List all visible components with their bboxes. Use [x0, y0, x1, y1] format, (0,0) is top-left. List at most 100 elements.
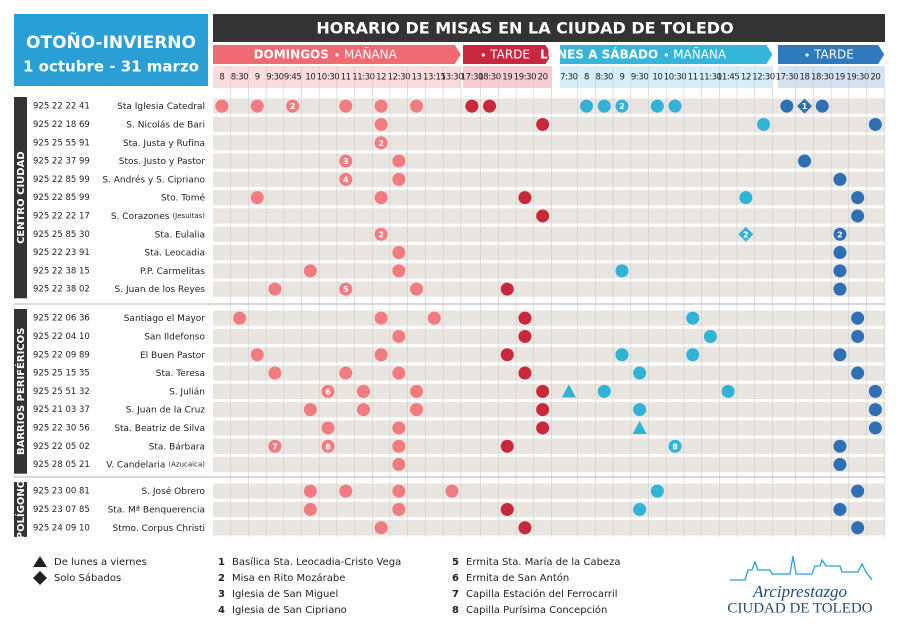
time-label: 19:30 — [846, 73, 869, 83]
mass-circle — [321, 421, 335, 435]
row-band — [213, 310, 885, 326]
church-name-text: S. José Obrero — [141, 486, 205, 497]
phone: 925 23 00 81 — [33, 487, 90, 497]
church-name-text: San Ildefonso — [144, 332, 205, 342]
group-header — [778, 45, 885, 64]
time-label: 19:30 — [514, 73, 537, 83]
main-title: HORARIO DE MISAS EN LA CIUDAD DE TOLEDO — [316, 19, 733, 38]
church-name-detail: (Azucaica) — [168, 461, 205, 469]
section-label: POLÍGONO — [14, 480, 27, 540]
mass-circle — [410, 282, 424, 296]
mass-note: 2 — [378, 230, 384, 239]
time-label: 12 — [376, 73, 386, 83]
church-name: Sta. Leocadia — [144, 248, 205, 258]
mass-circle — [410, 403, 424, 417]
church-name-text: Sta. Teresa — [156, 369, 205, 379]
legend-label: Solo Sábados — [54, 572, 121, 584]
time-label: 8:30 — [596, 73, 614, 83]
time-label: 11:45 — [717, 73, 740, 83]
mass-circle — [303, 403, 317, 417]
phone: 925 25 55 91 — [33, 138, 90, 148]
row-band — [213, 328, 885, 345]
mass-circle — [833, 246, 847, 260]
group-header — [463, 45, 552, 64]
group-period: TARDE — [489, 48, 530, 62]
mass-circle — [739, 191, 753, 205]
time-label: 12 — [741, 73, 751, 83]
mass-circle — [392, 366, 406, 380]
mass-circle — [757, 117, 771, 131]
mass-circle — [780, 99, 794, 113]
church-name: Sta. Eulalia — [155, 230, 205, 240]
note-number: 1 — [218, 557, 225, 568]
row-band — [213, 520, 885, 536]
church-name-text: S. Juan de los Reyes — [115, 285, 206, 295]
mass-circle — [392, 484, 406, 498]
mass-circle — [392, 329, 406, 343]
mass-circle — [392, 264, 406, 278]
phone: 925 21 03 37 — [33, 405, 90, 415]
mass-circle — [215, 99, 229, 113]
phone: 925 22 18 69 — [33, 120, 90, 130]
mass-circle — [356, 384, 370, 398]
mass-circle — [650, 484, 664, 498]
mass-circle — [392, 458, 406, 472]
mass-circle — [392, 154, 406, 168]
church-name-detail: (Jesuitas) — [172, 212, 205, 220]
time-label: 19 — [835, 73, 845, 83]
phone: 925 22 38 02 — [33, 285, 90, 295]
church-name-text: Sta. Eulalia — [155, 230, 205, 240]
phone: 925 22 30 56 — [33, 423, 90, 433]
group-day: DOMINGOS — [254, 48, 329, 62]
mass-circle — [356, 403, 370, 417]
phone: 925 22 04 10 — [33, 332, 90, 342]
church-name: Santiago el Mayor — [124, 314, 206, 324]
mass-circle — [536, 117, 550, 131]
mass-circle — [686, 348, 700, 362]
time-label: 9 — [255, 73, 260, 83]
row-band — [213, 347, 885, 363]
mass-circle — [518, 366, 532, 380]
mass-circle — [668, 99, 682, 113]
row-band — [213, 244, 885, 261]
church-name-text: Santiago el Mayor — [124, 314, 206, 324]
section-label: BARRIOS PERIFÉRICOS — [14, 328, 27, 455]
time-label: 11 — [688, 73, 698, 83]
mass-circle — [815, 99, 829, 113]
group-period: TARDE — [813, 48, 854, 62]
separator-dot — [664, 53, 668, 57]
time-label: 17:30 — [461, 73, 484, 83]
mass-circle — [374, 191, 388, 205]
mass-circle — [703, 329, 717, 343]
phone: 925 22 85 99 — [33, 175, 90, 185]
time-label: 19 — [502, 73, 512, 83]
mass-circle — [536, 421, 550, 435]
row-band — [213, 438, 885, 454]
mass-circle — [615, 264, 629, 278]
mass-circle — [268, 366, 282, 380]
mass-circle — [597, 384, 611, 398]
mass-triangle — [561, 384, 576, 398]
mass-circle — [851, 484, 865, 498]
mass-circle — [500, 439, 514, 453]
mass-note: 1 — [802, 102, 808, 111]
mass-circle — [303, 484, 317, 498]
church-name: S. Andrés y S. Cipriano — [102, 174, 205, 185]
group-day: LUNES A SÁBADO — [540, 47, 658, 62]
church-name: V. Candelaria (Azucaica) — [106, 460, 205, 470]
mass-circle — [868, 421, 882, 435]
row-band — [213, 135, 885, 151]
church-name: Sta Iglesia Catedral — [117, 102, 205, 112]
mass-circle — [392, 439, 406, 453]
group-period: MAÑANA — [673, 47, 727, 62]
church-name: San Ildefonso — [144, 332, 205, 342]
note-label: Ermita Sta. María de la Cabeza — [466, 556, 620, 568]
phone: 925 24 09 10 — [33, 523, 90, 533]
mass-note: 6 — [325, 387, 331, 396]
mass-circle — [410, 384, 424, 398]
mass-diamond — [797, 98, 813, 114]
mass-circle — [518, 311, 532, 325]
